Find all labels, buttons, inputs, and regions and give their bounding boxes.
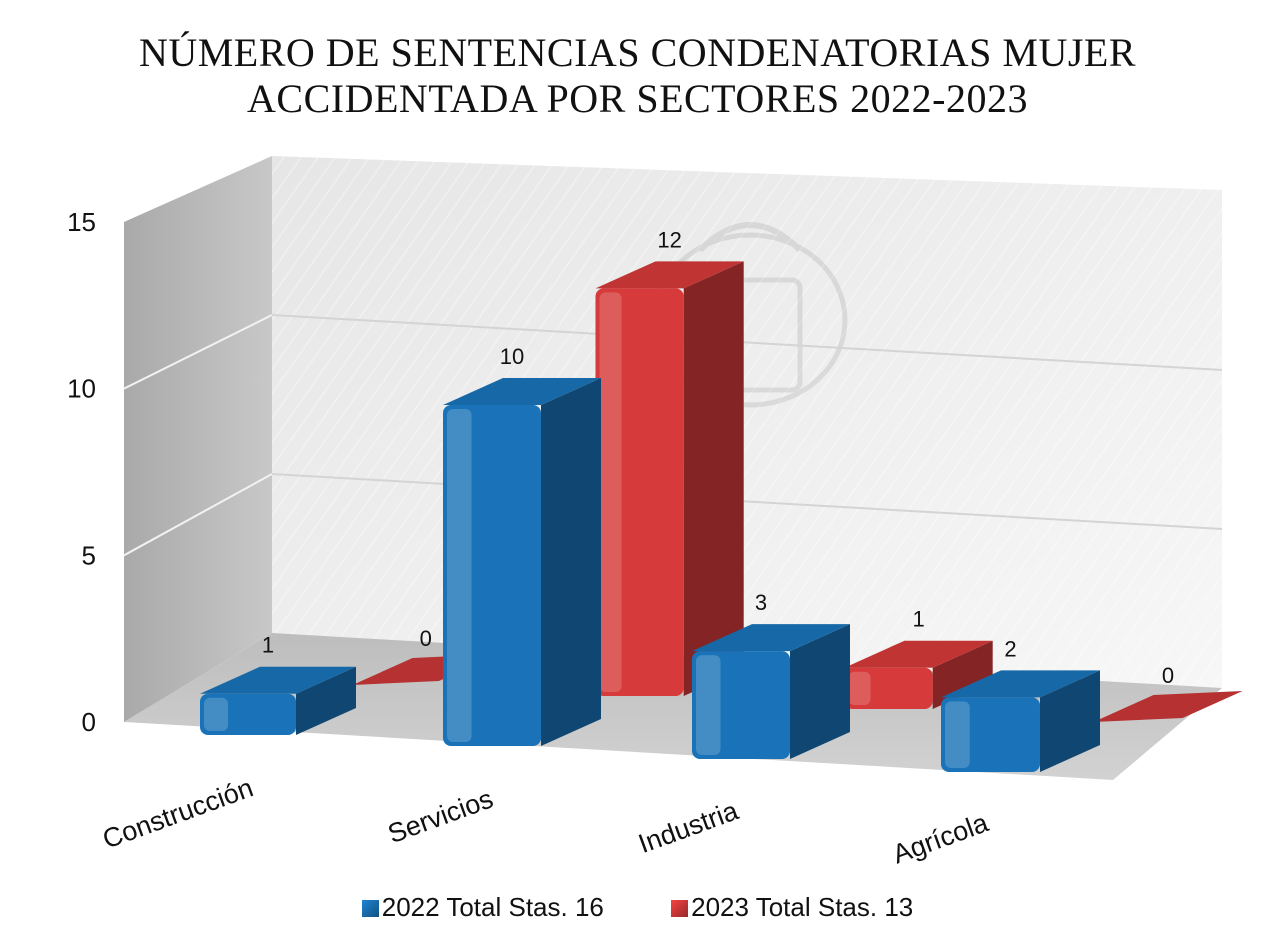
bar-side bbox=[541, 378, 601, 746]
bar-side bbox=[296, 666, 356, 735]
legend-label-2023: 2023 Total Stas. 13 bbox=[691, 892, 914, 922]
bar-front bbox=[200, 693, 296, 735]
bar-3-1 bbox=[1093, 691, 1243, 722]
bar-front bbox=[941, 697, 1040, 772]
bar-front bbox=[443, 405, 541, 746]
y-tick-label: 5 bbox=[82, 540, 96, 570]
bar-top bbox=[844, 640, 993, 668]
back-gridline bbox=[271, 314, 1223, 371]
bar-2-0 bbox=[692, 624, 850, 759]
category-label: Industria bbox=[634, 795, 742, 859]
chart-title-line-1: NÚMERO DE SENTENCIAS CONDENATORIAS MUJER bbox=[138, 30, 1137, 75]
bar-1-1 bbox=[595, 261, 744, 696]
data-label: 1 bbox=[912, 607, 924, 632]
bar-front bbox=[844, 667, 933, 709]
data-label: 0 bbox=[1162, 663, 1174, 688]
bar-3-0 bbox=[941, 670, 1100, 772]
data-label: 0 bbox=[420, 626, 432, 651]
side-gridline bbox=[123, 473, 273, 557]
bar-front bbox=[595, 288, 684, 696]
bar-side bbox=[1040, 670, 1100, 772]
bar-side bbox=[932, 640, 993, 709]
bar-1-0 bbox=[443, 378, 601, 746]
y-tick-label: 10 bbox=[67, 374, 96, 404]
legend-item-2022: 2022 Total Stas. 16 bbox=[361, 892, 604, 923]
bar-top bbox=[941, 670, 1100, 698]
bar-highlight bbox=[447, 409, 472, 742]
bar-highlight bbox=[204, 697, 228, 731]
category-label: Servicios bbox=[384, 783, 497, 849]
side-wall bbox=[124, 156, 272, 722]
bar-top bbox=[443, 378, 601, 405]
bar-2-1 bbox=[844, 640, 993, 709]
chart-title: NÚMERO DE SENTENCIAS CONDENATORIAS MUJER… bbox=[0, 30, 1275, 122]
legend-swatch-2022 bbox=[361, 900, 379, 917]
data-label: 2 bbox=[1004, 636, 1016, 661]
bar-front bbox=[692, 651, 790, 759]
data-label: 12 bbox=[657, 227, 681, 252]
bar-highlight bbox=[848, 671, 871, 705]
bar-top bbox=[595, 261, 744, 289]
category-label: Construcción bbox=[99, 772, 257, 854]
y-tick-label: 0 bbox=[82, 707, 96, 737]
bar-highlight bbox=[696, 655, 721, 755]
category-label: Agrícola bbox=[889, 807, 993, 869]
legend-item-2023: 2023 Total Stas. 13 bbox=[671, 892, 913, 923]
bar-highlight bbox=[599, 292, 622, 692]
data-label: 3 bbox=[755, 590, 767, 615]
back-gridline bbox=[271, 473, 1223, 530]
data-label: 1 bbox=[262, 633, 274, 658]
legend-label-2022: 2022 Total Stas. 16 bbox=[381, 892, 604, 922]
legend: 2022 Total Stas. 16 2023 Total Stas. 13 bbox=[0, 892, 1275, 923]
y-tick-label: 15 bbox=[67, 207, 96, 237]
side-gridline bbox=[123, 314, 273, 390]
bar-top bbox=[200, 666, 356, 694]
bar-top bbox=[692, 624, 850, 652]
bar-0-0 bbox=[200, 666, 356, 735]
watermark-crown bbox=[697, 222, 803, 253]
bar-Agrícola-1-slab bbox=[1093, 691, 1243, 722]
bar-highlight bbox=[945, 701, 970, 768]
data-label: 10 bbox=[500, 344, 524, 369]
chart-title-line-2: ACCIDENTADA POR SECTORES 2022-2023 bbox=[247, 76, 1028, 121]
bar-side bbox=[683, 261, 744, 696]
legend-swatch-2023 bbox=[671, 900, 689, 917]
bar-side bbox=[790, 624, 850, 759]
